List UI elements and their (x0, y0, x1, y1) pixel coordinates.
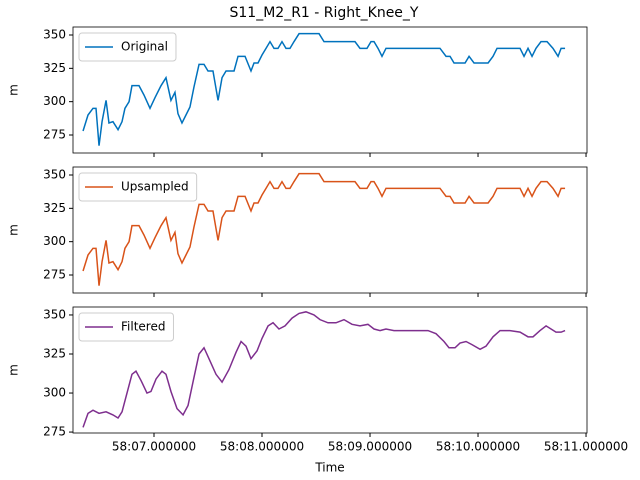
legend: Original (78, 32, 177, 62)
x-tick-label: 58:09.000000 (328, 440, 412, 454)
y-tick-label: 275 (43, 268, 66, 282)
y-axis-label: m (7, 84, 21, 96)
y-tick-label: 275 (43, 128, 66, 142)
y-tick-label: 275 (43, 425, 66, 439)
x-axis-label: Time (314, 461, 344, 475)
x-tick-label: 58:11.000000 (544, 440, 628, 454)
y-tick-label: 350 (43, 168, 66, 182)
legend-box (78, 32, 177, 62)
data-line (82, 32, 566, 146)
legend-label: Upsampled (121, 180, 189, 194)
y-tick-label: 325 (43, 61, 66, 75)
y-axis-label: m (7, 224, 21, 236)
figure-title: S11_M2_R1 - Right_Knee_Y (230, 5, 419, 21)
plot-frame (72, 306, 588, 434)
plot-frame (72, 26, 588, 154)
legend: Filtered (78, 312, 174, 342)
x-tick-label: 58:10.000000 (436, 440, 520, 454)
data-line (82, 311, 566, 428)
y-tick-label: 300 (43, 94, 66, 108)
y-tick-label: 350 (43, 307, 66, 321)
y-tick-label: 350 (43, 28, 66, 42)
x-tick-label: 58:07.000000 (112, 440, 196, 454)
plot-frame (72, 166, 588, 294)
data-line (82, 172, 566, 286)
y-axis-label: m (7, 364, 21, 376)
y-tick-label: 300 (43, 386, 66, 400)
x-tick-label: 58:08.000000 (220, 440, 304, 454)
legend-box (78, 312, 174, 342)
legend-label: Original (121, 40, 168, 54)
y-tick-label: 325 (43, 201, 66, 215)
legend: Upsampled (78, 172, 198, 202)
legend-label: Filtered (121, 320, 165, 334)
y-tick-label: 300 (43, 234, 66, 248)
y-tick-label: 325 (43, 346, 66, 360)
legend-box (78, 172, 198, 202)
